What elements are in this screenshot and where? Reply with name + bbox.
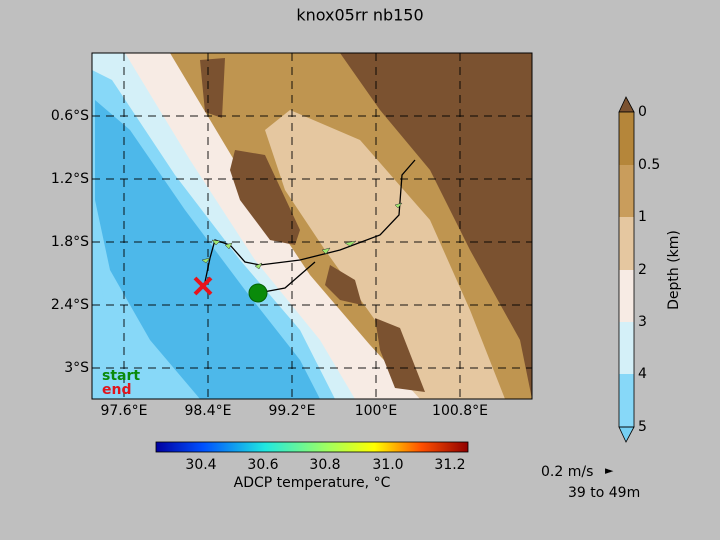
title: knox05rr nb150 — [296, 6, 423, 25]
lat-label: 0.6°S — [51, 108, 89, 124]
temperature-tick-label: 30.8 — [309, 457, 340, 473]
start-marker — [248, 283, 268, 303]
lon-label: 100.8°E — [432, 403, 488, 419]
end-label: end — [102, 382, 131, 398]
lat-label: 2.4°S — [51, 297, 89, 313]
lat-label: 3°S — [64, 360, 89, 376]
island — [325, 265, 362, 305]
temperature-tick-label: 30.6 — [247, 457, 278, 473]
island — [375, 318, 425, 392]
lon-label: 99.2°E — [268, 403, 315, 419]
start-label: start — [102, 368, 140, 384]
depth-tick-label: 0 — [638, 104, 647, 120]
depth-tick-label: 4 — [638, 366, 647, 382]
depth-colorbar: 0 0.5 1 2 3 4 5 Depth (km) — [618, 96, 682, 443]
depth-tick-label: 2 — [638, 262, 647, 278]
depth-tick-label: 1 — [638, 209, 647, 225]
vector-key-arrow: ► — [605, 464, 614, 477]
depth-tick-label: 5 — [638, 419, 647, 435]
depth-tick-label: 3 — [638, 314, 647, 330]
temperature-colorbar: 30.4 30.6 30.8 31.0 31.2 ADCP temperatur… — [155, 441, 469, 491]
end-marker — [193, 276, 213, 296]
map-frame — [91, 52, 533, 400]
depth-colorbar-label: Depth (km) — [666, 230, 682, 310]
current-vectors — [201, 202, 403, 270]
ship-track — [257, 261, 316, 294]
lon-label: 98.4°E — [184, 403, 231, 419]
depth-tick-label: 0.5 — [638, 157, 660, 173]
trench — [95, 100, 320, 399]
vector-key-speed: 0.2 m/s — [541, 464, 593, 480]
land — [340, 53, 532, 399]
map-area: start end 0.6°S 1.2°S 1.8°S 2.4°S 3°S 97… — [51, 52, 533, 419]
slope — [265, 110, 505, 399]
temperature-tick-label: 30.4 — [185, 457, 216, 473]
vector-key: 0.2 m/s ► 39 to 49m — [541, 464, 640, 501]
lat-label: 1.8°S — [51, 234, 89, 250]
island — [200, 58, 225, 118]
grid — [92, 53, 532, 399]
vector-key-depth: 39 to 49m — [568, 485, 640, 501]
island — [230, 150, 300, 245]
temperature-tick-label: 31.2 — [434, 457, 465, 473]
lon-label: 97.6°E — [100, 403, 147, 419]
lon-label: 100°E — [355, 403, 398, 419]
basin — [92, 240, 140, 399]
temperature-colorbar-label: ADCP temperature, °C — [234, 475, 391, 491]
lat-label: 1.2°S — [51, 171, 89, 187]
temperature-tick-label: 31.0 — [372, 457, 403, 473]
